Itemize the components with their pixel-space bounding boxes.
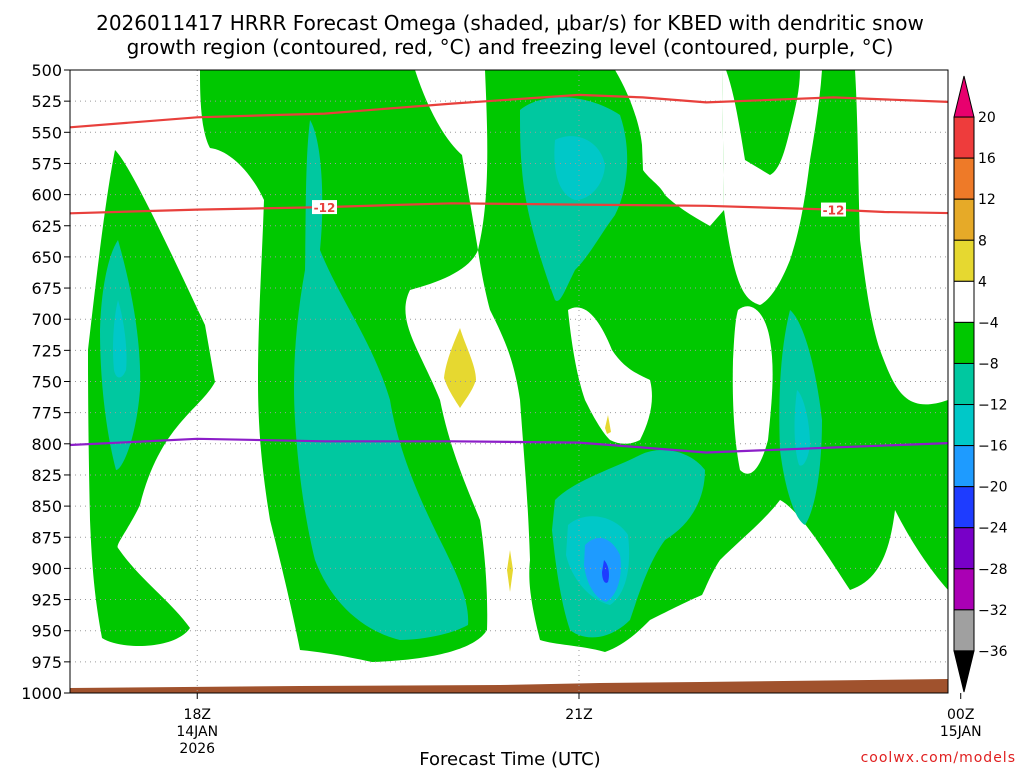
colorbar-label: 8 (978, 233, 987, 249)
y-tick-label: 550 (31, 123, 62, 142)
contour-lines: -12-120 (70, 93, 948, 454)
omega-holes (568, 70, 822, 474)
colorbar-label: −8 (978, 356, 999, 372)
y-tick-label: 525 (31, 92, 62, 111)
omega-yellow-blob-2 (605, 415, 611, 434)
y-axis: 500 525 550 575 600 625 650 675 700 725 750 775 800 8… (21, 61, 70, 703)
colorbar-label: 16 (978, 151, 996, 167)
contour-label-bg (820, 202, 846, 217)
colorbar-label: −28 (978, 562, 1008, 578)
y-tick-label: 650 (31, 248, 62, 267)
colorbar-cap-bottom (953, 650, 975, 693)
colorbar-label: 20 (978, 110, 996, 126)
colorbar-label: −16 (978, 439, 1008, 455)
omega-cyan-left (113, 300, 127, 378)
omega-yellow-blob-3 (507, 550, 513, 592)
omega-cyan-upper (554, 136, 605, 200)
contour-line-minus18 (70, 93, 948, 129)
contour-label-bg (311, 200, 337, 215)
x-tick-label: 21Z (565, 707, 592, 723)
colorbar-swatch (953, 157, 975, 200)
colorbar-swatch (953, 568, 975, 611)
y-tick-label: 825 (31, 466, 62, 485)
colorbar-swatch (953, 609, 975, 652)
colorbar-swatch (953, 239, 975, 282)
credit-text: coolwx.com/models (861, 750, 1016, 766)
y-tick-label: 850 (31, 497, 62, 516)
omega-hole-right-middle (732, 306, 773, 474)
omega-yellow-blob-1 (444, 328, 476, 408)
y-tick-label: 675 (31, 279, 62, 298)
contour-label: -12 (823, 204, 845, 218)
contour-line-minus12 (70, 202, 948, 215)
x-tick-date-label: 15JAN (940, 724, 982, 740)
omega-cyan-far-right (794, 390, 810, 466)
colorbar-swatch (953, 445, 975, 488)
colorbar-swatch (953, 362, 975, 406)
colorbar-label: −24 (978, 521, 1008, 537)
omega-deep-blue-core (602, 560, 609, 583)
x-tick-label: 18Z (184, 707, 211, 723)
chart-title-line-1: 2026011417 HRRR Forecast Omega (shaded, … (96, 11, 924, 35)
y-tick-label: 575 (31, 154, 62, 173)
colorbar-swatch (953, 321, 975, 364)
y-tick-label: 750 (31, 373, 62, 392)
colorbar: 20 16 12 8 4 −4 −8 −12 −16 −20 −24 −28 −32 −36 (953, 75, 1008, 693)
y-tick-label: 600 (31, 186, 62, 205)
colorbar-swatch (953, 116, 975, 159)
x-tick-year-label: 2026 (179, 741, 215, 757)
colorbar-swatch (953, 280, 975, 323)
colorbar-label: −4 (978, 315, 999, 331)
plot-area: -12-120 (70, 70, 948, 693)
x-tick-date-label: 14JAN (176, 724, 218, 740)
colorbar-label: 12 (978, 192, 996, 208)
colorbar-swatch (953, 486, 975, 529)
colorbar-label: 4 (978, 274, 987, 290)
colorbar-cap-top (953, 75, 975, 118)
y-tick-label: 725 (31, 341, 62, 360)
y-tick-label: 950 (31, 622, 62, 641)
y-tick-label: 800 (31, 435, 62, 454)
colorbar-swatch (953, 198, 975, 241)
y-tick-label: 1000 (21, 684, 62, 703)
colorbar-label: −36 (978, 644, 1008, 660)
y-tick-label: 975 (31, 653, 62, 672)
contour-label: -12 (314, 201, 336, 215)
colorbar-label: −32 (978, 603, 1008, 619)
chart-title-line-2: growth region (contoured, red, °C) and f… (127, 35, 894, 59)
omega-shading-plus4 (444, 328, 611, 592)
omega-core-central-column (294, 120, 469, 640)
omega-hole-center (568, 307, 652, 444)
x-tick-label: 00Z (947, 707, 974, 723)
contour-line-0 (70, 437, 948, 454)
colorbar-swatch (953, 404, 975, 447)
y-tick-label: 875 (31, 528, 62, 547)
y-tick-label: 625 (31, 217, 62, 236)
colorbar-label: −12 (978, 398, 1008, 414)
y-tick-label: 700 (31, 310, 62, 329)
y-tick-label: 900 (31, 559, 62, 578)
y-tick-label: 775 (31, 404, 62, 423)
x-axis-title: Forecast Time (UTC) (419, 749, 600, 768)
colorbar-label: −20 (978, 480, 1008, 496)
colorbar-swatch (953, 527, 975, 570)
y-tick-label: 925 (31, 591, 62, 610)
terrain-strip (70, 679, 948, 693)
y-tick-label: 500 (31, 61, 62, 80)
omega-hole-upper-right (722, 70, 822, 305)
x-axis: 18Z14JAN202621Z00Z15JAN03Z06Z09Z (176, 693, 982, 757)
